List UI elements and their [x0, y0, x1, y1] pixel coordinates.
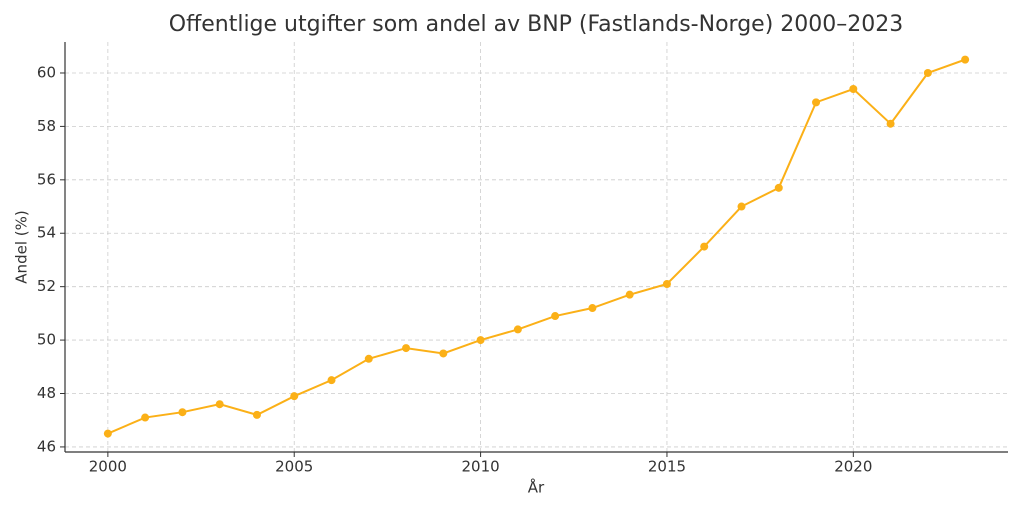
point	[849, 85, 858, 94]
point	[662, 279, 671, 288]
point	[178, 408, 187, 417]
x-axis-label: År	[528, 478, 545, 497]
point	[364, 354, 373, 363]
chart-title: Offentlige utgifter som andel av BNP (Fa…	[169, 12, 904, 37]
point	[551, 312, 560, 321]
y-tick-label: 46	[37, 437, 56, 455]
x-tick-label: 2015	[648, 458, 686, 476]
point	[961, 55, 970, 64]
y-tick-label: 60	[37, 63, 56, 81]
point	[737, 202, 746, 211]
y-tick-label: 52	[37, 277, 56, 295]
y-tick-label: 48	[37, 384, 56, 402]
point	[774, 183, 783, 192]
line	[107, 58, 966, 435]
point	[327, 376, 336, 385]
point	[402, 344, 411, 353]
y-tick-label: 56	[37, 170, 56, 188]
x-tick-label: 2005	[275, 458, 313, 476]
point	[476, 336, 485, 345]
point	[103, 429, 112, 438]
y-tick-label: 50	[37, 331, 56, 349]
point	[700, 242, 709, 251]
point	[439, 349, 448, 358]
y-axis-label: Andel (%)	[13, 210, 31, 283]
point	[215, 400, 224, 409]
point	[290, 392, 299, 401]
x-tick-label: 2020	[834, 458, 872, 476]
y-tick-label: 58	[37, 117, 56, 135]
point	[886, 119, 895, 128]
x-tick-label: 2000	[89, 458, 127, 476]
point	[812, 98, 821, 107]
point	[252, 410, 261, 419]
x-tick-label: 2010	[461, 458, 499, 476]
y-tick-label: 54	[37, 224, 56, 242]
point	[588, 304, 597, 313]
point	[513, 325, 522, 334]
point	[625, 290, 634, 299]
point	[141, 413, 150, 422]
point	[923, 68, 932, 77]
